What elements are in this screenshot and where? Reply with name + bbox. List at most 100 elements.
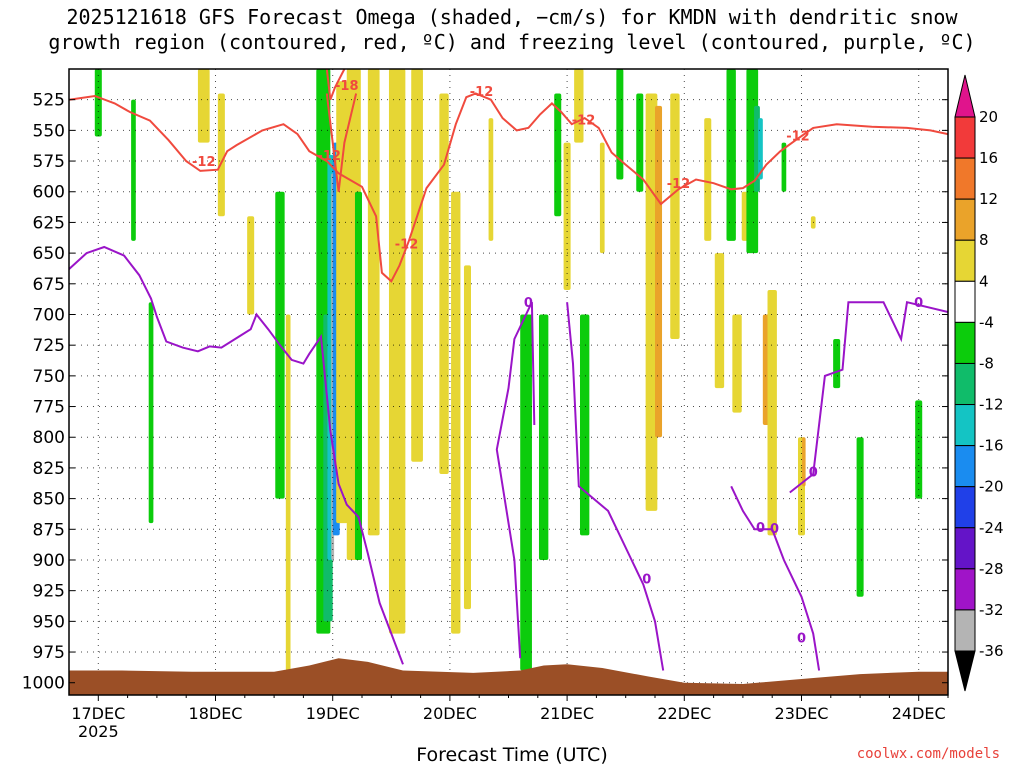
omega-shading-layer xyxy=(94,69,923,671)
omega-shaded-cell xyxy=(758,118,763,180)
colorbar-bin xyxy=(954,609,976,652)
omega-shaded-cell xyxy=(439,93,449,475)
contour-label: 0 xyxy=(524,296,533,311)
omega-shaded-cell xyxy=(915,400,923,499)
omega-shaded-cell xyxy=(781,142,787,192)
contour-label: -12 xyxy=(192,155,216,170)
freezing-level-contour xyxy=(69,245,404,665)
omega-shaded-cell xyxy=(636,93,644,192)
omega-shaded-cell xyxy=(520,314,532,671)
colorbar-bin xyxy=(954,116,976,159)
x-year-label: 2025 xyxy=(78,722,119,741)
colorbar-label: 8 xyxy=(979,231,989,249)
omega-shaded-cell xyxy=(714,253,725,389)
omega-shaded-cell xyxy=(732,314,742,413)
omega-shaded-cell xyxy=(197,69,210,143)
contour-label: -18 xyxy=(335,79,359,94)
colorbar-bin xyxy=(954,321,976,364)
omega-shaded-cell xyxy=(726,69,736,241)
colorbar-bin xyxy=(954,198,976,241)
omega-shaded-cell xyxy=(411,69,423,462)
chart-title-line-1: 2025121618 GFS Forecast Omega (shaded, −… xyxy=(66,5,958,29)
colorbar-label: -24 xyxy=(979,519,1004,537)
omega-shaded-cell xyxy=(94,69,102,137)
omega-shaded-cell xyxy=(670,93,680,340)
contour-label: 0 xyxy=(756,521,765,536)
omega-shaded-cell xyxy=(336,81,348,524)
y-tick-label: 700 xyxy=(33,305,65,325)
x-tick-label: 22DEC xyxy=(657,704,711,723)
dgz-minus12-contour xyxy=(325,69,346,101)
omega-shaded-cell xyxy=(579,314,590,536)
y-tick-label: 675 xyxy=(33,275,65,295)
x-tick-label: 20DEC xyxy=(423,704,477,723)
freezing-level-contour xyxy=(566,302,665,671)
colorbar-label: -36 xyxy=(979,642,1004,660)
colorbar-label: 16 xyxy=(979,149,998,167)
colorbar-bottom-arrow xyxy=(954,650,976,692)
y-tick-label: 900 xyxy=(33,551,65,571)
omega-shaded-cell xyxy=(833,339,841,389)
freezing-level-contour xyxy=(495,301,536,659)
y-tick-label: 925 xyxy=(33,582,65,602)
y-axis: 525 550 575 600 625 650 675 700 725 750 775 800 825 8… xyxy=(22,91,948,694)
y-tick-label: 875 xyxy=(33,520,65,540)
contour-layer xyxy=(69,69,948,671)
colorbar-bin xyxy=(954,527,976,570)
contour-label: -12 xyxy=(470,85,494,100)
omega-shaded-cell xyxy=(616,69,624,180)
colorbar-label: 12 xyxy=(979,190,998,208)
colorbar-label: -28 xyxy=(979,560,1004,578)
chart-title-line-2: growth region (contoured, red, ºC) and f… xyxy=(48,30,976,54)
freezing-level-contour xyxy=(789,300,948,494)
colorbar-label: -4 xyxy=(979,313,994,331)
y-tick-label: 750 xyxy=(33,367,65,387)
x-tick-label: 21DEC xyxy=(540,704,594,723)
y-tick-label: 600 xyxy=(33,183,65,203)
colorbar-label: -8 xyxy=(979,354,994,372)
colorbar-bin xyxy=(954,486,976,529)
terrain-layer xyxy=(69,658,948,695)
contour-label: -12 xyxy=(317,149,341,164)
colorbar: 20 16 12 8 4 -4 -8 -12 -16 -20 -24 -28 -32 -36 xyxy=(954,74,1004,692)
y-tick-label: 775 xyxy=(33,398,65,418)
colorbar-label: -12 xyxy=(979,396,1004,414)
omega-shaded-cell xyxy=(388,69,406,634)
colorbar-bin xyxy=(954,239,976,282)
y-tick-label: 850 xyxy=(33,490,65,510)
colorbar-label: -16 xyxy=(979,437,1004,455)
contour-label: -12 xyxy=(395,237,419,252)
omega-shaded-cell xyxy=(247,216,255,315)
colorbar-bin xyxy=(954,362,976,406)
dgz-minus12-contour xyxy=(325,93,358,192)
colorbar-bin xyxy=(954,280,976,323)
freezing-level-contour xyxy=(730,485,821,671)
colorbar-top-arrow xyxy=(954,74,976,118)
colorbar-bin xyxy=(954,568,976,611)
omega-shaded-cell xyxy=(574,69,584,143)
omega-shaded-cell xyxy=(802,437,806,487)
y-tick-label: 650 xyxy=(33,244,65,264)
omega-shaded-cell xyxy=(463,265,471,610)
y-tick-label: 1000 xyxy=(22,674,65,694)
y-tick-label: 950 xyxy=(33,612,65,632)
colorbar-bin xyxy=(954,445,976,488)
x-axis-title: Forecast Time (UTC) xyxy=(416,744,608,766)
contour-label: 0 xyxy=(797,631,806,646)
omega-shaded-cell xyxy=(856,437,864,597)
y-tick-label: 575 xyxy=(33,152,65,172)
contour-label: 0 xyxy=(770,522,779,537)
colorbar-bin xyxy=(954,404,976,447)
y-tick-label: 975 xyxy=(33,643,65,663)
colorbar-label: 4 xyxy=(979,272,989,290)
omega-shaded-cell xyxy=(354,191,362,560)
omega-shaded-cell xyxy=(645,93,658,511)
omega-shaded-cell xyxy=(217,93,225,217)
y-tick-label: 825 xyxy=(33,459,65,479)
contour-label: 0 xyxy=(914,296,923,311)
colorbar-label: -32 xyxy=(979,601,1004,619)
y-tick-label: 525 xyxy=(33,91,65,111)
y-tick-label: 725 xyxy=(33,336,65,356)
